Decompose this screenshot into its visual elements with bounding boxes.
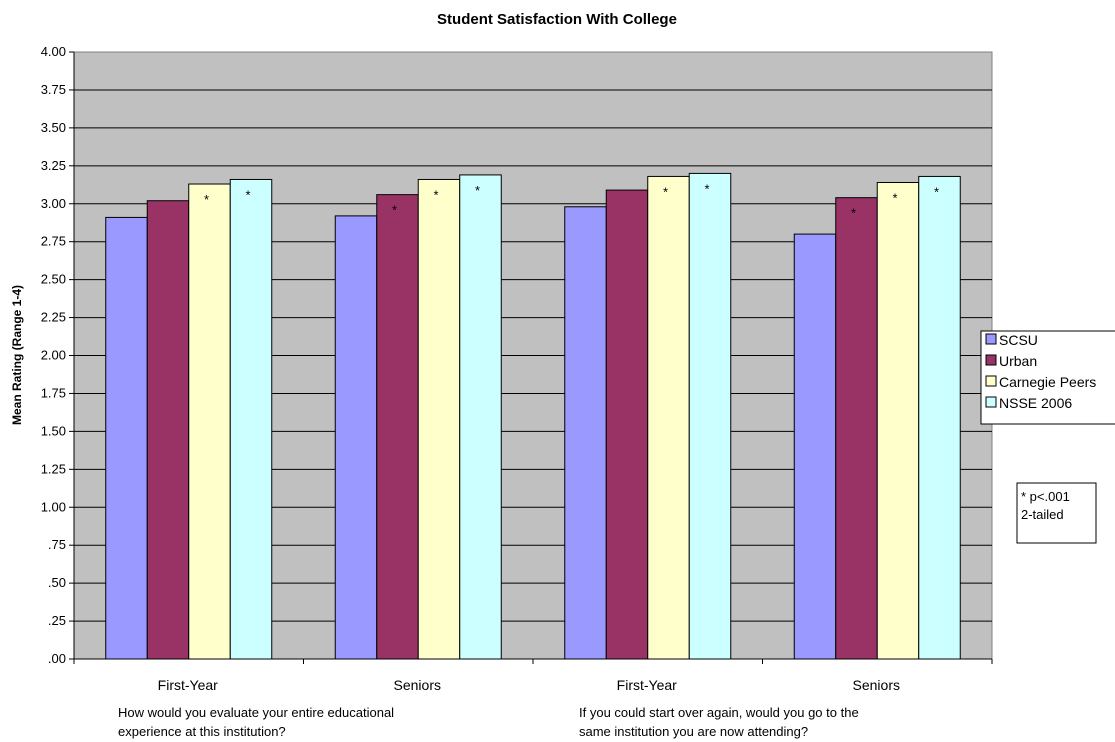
question-label-line: How would you evaluate your entire educa… xyxy=(118,705,394,720)
bar-nsse-2006 xyxy=(229,178,273,660)
significance-star: * xyxy=(934,184,939,199)
x-category-label: Seniors xyxy=(394,677,441,693)
significance-star: * xyxy=(204,192,209,207)
bar-carnegie-peers xyxy=(647,175,690,660)
significance-star: * xyxy=(245,187,250,202)
bar-carnegie-peers xyxy=(876,182,920,660)
chart-title: Student Satisfaction With College xyxy=(437,11,677,28)
x-category-label: Seniors xyxy=(853,677,900,693)
y-axis-label: Mean Rating (Range 1-4) xyxy=(10,285,24,425)
significance-star: * xyxy=(433,187,438,202)
y-tick-label: .50 xyxy=(48,575,66,590)
question-label-line: If you could start over again, would you… xyxy=(579,705,859,720)
legend-entry-label: Urban xyxy=(999,353,1037,369)
x-category-label: First-Year xyxy=(158,677,219,693)
bar-carnegie-peers xyxy=(188,183,231,660)
bar-scsu xyxy=(564,206,607,660)
significance-star: * xyxy=(851,206,856,221)
significance-star: * xyxy=(475,183,480,198)
legend-swatch xyxy=(985,354,997,366)
y-tick-label: 2.00 xyxy=(41,348,66,363)
y-tick-label: .25 xyxy=(48,613,66,628)
y-tick-label: 1.50 xyxy=(41,423,66,438)
bars xyxy=(105,172,961,660)
x-category-label: First-Year xyxy=(617,677,678,693)
y-tick-label: 3.00 xyxy=(41,196,66,211)
legend-entry-label: Carnegie Peers xyxy=(999,374,1096,390)
y-tick-label: .00 xyxy=(48,651,66,666)
bar-urban xyxy=(605,189,649,660)
note-line: * p<.001 xyxy=(1021,489,1070,504)
y-tick-label: 4.00 xyxy=(41,44,66,59)
bar-nsse-2006 xyxy=(688,172,732,660)
y-axis-ticks: .00 .25 .50 .75 1.00 1.25 1.50 1.75 2.00 2.25 2.50… xyxy=(41,44,74,666)
y-tick-label: .75 xyxy=(48,537,66,552)
legend: SCSU Urban Carnegie Peers NSSE 2006 xyxy=(980,330,1115,425)
bar-urban xyxy=(146,200,190,660)
legend-swatch xyxy=(985,333,997,345)
question-labels: How would you evaluate your entire educa… xyxy=(118,705,859,739)
bar-scsu xyxy=(793,233,837,660)
question-label-line: experience at this institution? xyxy=(118,724,286,739)
significance-markers: * * * * * * * * * * xyxy=(204,181,939,220)
bar-urban xyxy=(835,197,878,660)
legend-box xyxy=(980,330,1115,425)
bar-scsu xyxy=(334,215,378,660)
y-tick-label: 3.75 xyxy=(41,82,66,97)
x-axis-categories: First-Year Seniors First-Year Seniors xyxy=(73,659,993,693)
significance-star: * xyxy=(392,203,397,218)
y-tick-label: 2.50 xyxy=(41,272,66,287)
bar-scsu xyxy=(105,216,148,660)
question-label-line: same institution you are now attending? xyxy=(579,724,808,739)
y-tick-label: 2.25 xyxy=(41,310,66,325)
y-tick-label: 1.25 xyxy=(41,461,66,476)
y-tick-label: 3.50 xyxy=(41,120,66,135)
significance-note: * p<.001 2-tailed xyxy=(1016,482,1097,544)
note-line: 2-tailed xyxy=(1021,507,1064,522)
bar-nsse-2006 xyxy=(459,174,502,660)
y-tick-label: 1.00 xyxy=(41,499,66,514)
bar-nsse-2006 xyxy=(918,175,961,660)
note-box xyxy=(1016,482,1097,544)
legend-entry-label: SCSU xyxy=(999,332,1038,348)
y-tick-label: 1.75 xyxy=(41,385,66,400)
significance-star: * xyxy=(704,181,709,196)
y-tick-label: 2.75 xyxy=(41,234,66,249)
bar-carnegie-peers xyxy=(417,178,461,660)
bar-urban xyxy=(376,194,419,660)
significance-star: * xyxy=(663,184,668,199)
legend-swatch xyxy=(985,375,997,387)
y-tick-label: 3.25 xyxy=(41,158,66,173)
significance-star: * xyxy=(892,191,897,206)
legend-entry-label: NSSE 2006 xyxy=(999,395,1072,411)
legend-swatch xyxy=(985,396,997,408)
